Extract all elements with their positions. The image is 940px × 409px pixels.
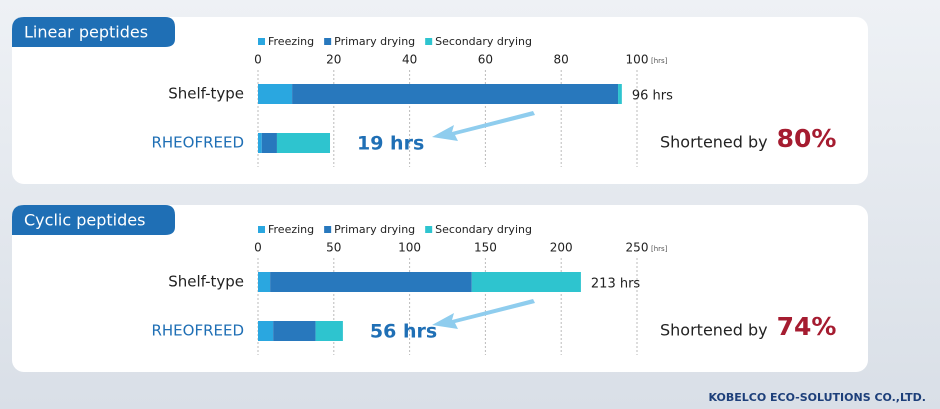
legend-swatch [425,38,433,45]
x-tick-label: 100 [626,53,649,67]
bar-segment [315,321,343,341]
bar-segment [258,321,274,341]
annotation: Shortened by [660,133,768,152]
bar-segment [261,133,277,153]
legend-label: Primary drying [334,35,415,48]
bar-segment [276,133,331,153]
title-tab [12,17,175,47]
x-tick-label: 40 [402,53,417,67]
legend-swatch [258,226,265,233]
title-tab [12,205,175,235]
bar-segment [258,133,262,153]
x-unit: [hrs] [651,57,668,65]
bar-segment [258,84,293,104]
legend-swatch [425,226,433,233]
reduction-label: 80% [777,124,837,153]
legend-label: Secondary drying [435,35,532,48]
legend-label: Secondary drying [435,223,532,236]
bar-segment [258,272,271,292]
category-label: RHEOFREED [151,322,244,340]
x-tick-label: 250 [626,241,649,255]
total-label: 213 hrs [591,277,641,292]
footer-brand: KOBELCO ECO-SOLUTIONS CO.,LTD. [708,391,926,404]
reduction-label: 74% [777,312,837,341]
legend-swatch [324,38,332,45]
x-tick-label: 100 [398,241,421,255]
total-label: 56 hrs [370,321,437,343]
x-tick-label: 150 [474,241,497,255]
x-tick-label: 20 [326,53,341,67]
total-label: 19 hrs [357,133,424,155]
bar-segment [292,84,619,104]
x-tick-label: 0 [254,53,262,67]
arrow [432,111,535,141]
legend-label: Freezing [268,35,314,48]
x-tick-label: 60 [478,53,493,67]
annotation: Shortened by [660,321,768,340]
legend-swatch [258,38,265,45]
legend-label: Primary drying [334,223,415,236]
legend-label: Freezing [268,223,314,236]
x-tick-label: 200 [550,241,573,255]
category-label: Shelf-type [168,273,244,291]
bar-segment [270,272,472,292]
category-label: Shelf-type [168,85,244,103]
total-label: 96 hrs [632,89,673,104]
panel-title: Linear peptides [24,23,148,42]
x-unit: [hrs] [651,245,668,253]
arrow [432,299,535,329]
bar-segment [618,84,622,104]
legend-swatch [324,226,332,233]
bar-segment [273,321,316,341]
bar-segment [471,272,581,292]
category-label: RHEOFREED [151,134,244,152]
x-tick-label: 0 [254,241,262,255]
panel-title: Cyclic peptides [24,211,145,230]
x-tick-label: 50 [326,241,341,255]
x-tick-label: 80 [554,53,569,67]
